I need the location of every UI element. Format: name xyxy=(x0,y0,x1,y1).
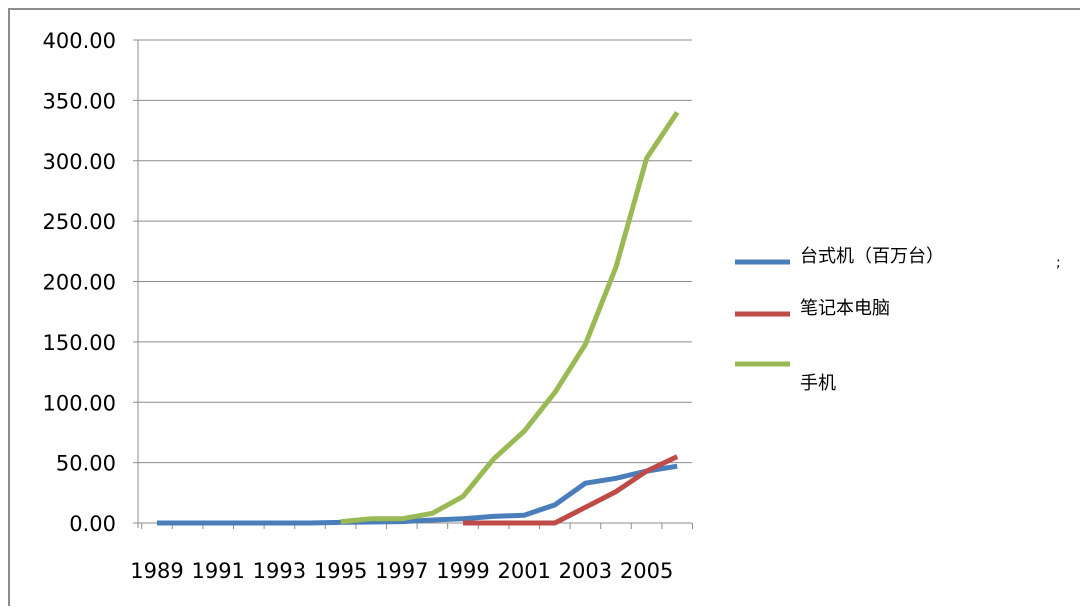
chart-frame xyxy=(8,8,1080,606)
stray-mark: ; xyxy=(1056,255,1061,271)
y-tick-label: 200.00 xyxy=(43,271,116,295)
grid-lines xyxy=(138,39,692,464)
y-tick-label: 300.00 xyxy=(43,150,116,174)
series-lines xyxy=(157,111,680,526)
legend-label-1: 笔记本电脑 xyxy=(800,298,890,319)
y-tick-label: 100.00 xyxy=(43,391,116,415)
y-tick-label: 400.00 xyxy=(43,29,116,53)
legend-label-0: 台式机（百万台） xyxy=(800,246,944,267)
y-tick-label: 350.00 xyxy=(43,89,116,113)
x-tick-label: 2003 xyxy=(559,559,612,583)
x-tick-label: 1989 xyxy=(130,559,183,583)
series-line-2 xyxy=(340,111,680,525)
y-tick-label: 50.00 xyxy=(56,452,116,476)
legend-label-2: 手机 xyxy=(800,373,836,394)
x-tick-label: 2005 xyxy=(620,559,673,583)
x-tick-label: 1993 xyxy=(253,559,306,583)
x-tick-label: 1999 xyxy=(436,559,489,583)
y-tick-label: 150.00 xyxy=(43,331,116,355)
x-tick-label: 1997 xyxy=(375,559,428,583)
series-line-0 xyxy=(157,463,678,526)
x-tick-label: 1991 xyxy=(191,559,244,583)
y-tick-labels: 0.00 50.00 100.00 150.00 200.00 250.00 300.00 3… xyxy=(43,29,116,536)
x-tick-labels: 1989 1991 1993 1995 1997 1999 2001 2003 2005 xyxy=(130,559,673,583)
x-tick-label: 2001 xyxy=(497,559,550,583)
y-tick-label: 0.00 xyxy=(69,512,116,536)
x-tick-label: 1995 xyxy=(314,559,367,583)
series-line-1 xyxy=(463,454,679,526)
y-tick-label: 250.00 xyxy=(43,210,116,234)
